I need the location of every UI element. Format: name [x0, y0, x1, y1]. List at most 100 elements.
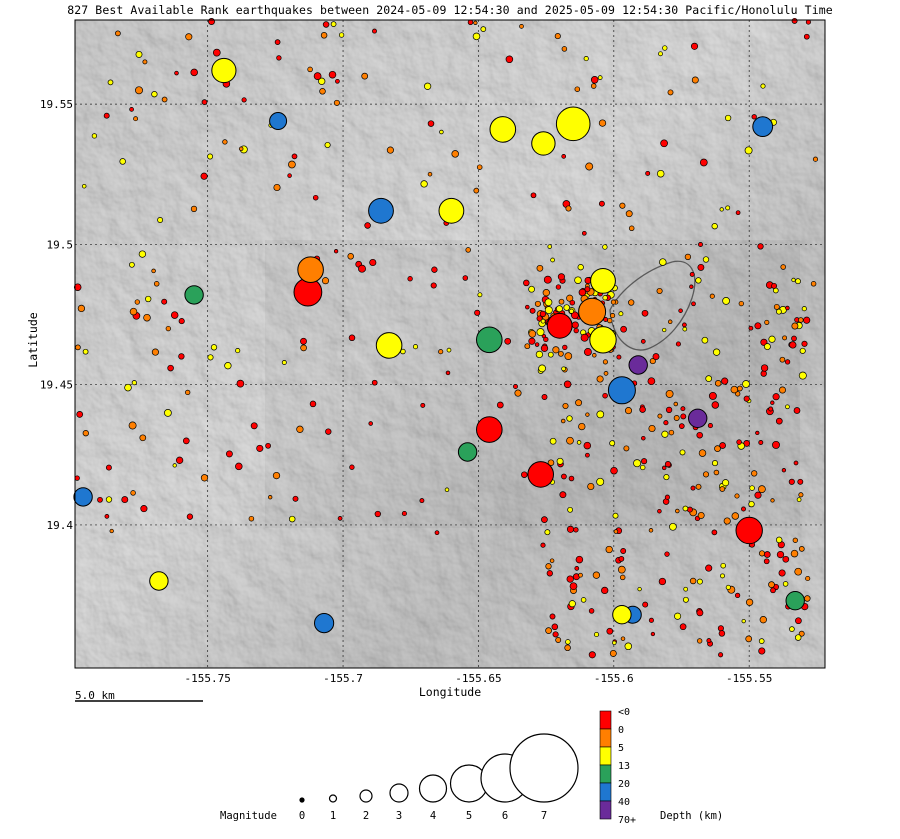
earthquake-dot	[300, 344, 307, 352]
earthquake-dot	[135, 86, 143, 95]
earthquake-dot	[658, 577, 667, 586]
earthquake-marker	[688, 408, 708, 428]
earthquake-dot	[585, 452, 590, 458]
earthquake-dot	[312, 194, 319, 201]
earthquake-dot	[659, 258, 667, 266]
earthquake-marker	[368, 197, 394, 224]
earthquake-dot	[605, 545, 613, 554]
earthquake-dot	[514, 389, 522, 397]
earthquake-dot	[689, 271, 695, 277]
earthquake-dot	[775, 417, 783, 425]
earthquake-dot	[620, 636, 626, 641]
earthquake-dot	[569, 299, 576, 306]
earthquake-dot	[798, 546, 805, 552]
earthquake-dot	[619, 574, 626, 581]
magnitude-legend-value: 3	[396, 810, 402, 822]
earthquake-dot	[647, 377, 656, 386]
magnitude-legend-circle	[509, 733, 579, 803]
earthquake-dot	[547, 351, 554, 358]
earthquake-dot	[536, 328, 545, 337]
earthquake-dot	[637, 586, 642, 592]
earthquake-dot	[129, 261, 135, 268]
earthquake-dot	[325, 428, 332, 435]
earthquake-dot	[640, 464, 646, 471]
earthquake-dot	[794, 567, 803, 576]
earthquake-dot	[669, 522, 677, 531]
earthquake-dot	[698, 449, 707, 457]
earthquake-dot	[768, 581, 775, 588]
earthquake-dot	[668, 429, 675, 436]
earthquake-dot	[561, 154, 567, 159]
earthquake-dot	[574, 566, 580, 571]
gridlines	[75, 20, 825, 668]
earthquake-dot	[797, 478, 804, 485]
earthquake-dot	[551, 623, 559, 631]
depth-legend-label: 70+	[618, 815, 636, 826]
earthquake-dot	[648, 424, 656, 433]
earthquake-dot	[711, 223, 718, 230]
earthquake-dot	[82, 348, 89, 355]
earthquake-dot	[618, 311, 624, 317]
earthquake-dot	[628, 299, 635, 306]
earthquake-dot	[738, 300, 744, 307]
earthquake-dot	[549, 558, 555, 563]
earthquake-marker	[375, 332, 403, 359]
earthquake-dot	[207, 153, 214, 160]
earthquake-dot	[361, 72, 369, 80]
earthquake-dot	[624, 642, 633, 651]
depth-color-swatch	[599, 782, 612, 802]
earthquake-dot	[793, 407, 801, 414]
earthquake-dot	[222, 139, 228, 145]
earthquake-dot	[665, 406, 673, 414]
earthquake-dot	[725, 205, 731, 211]
earthquake-dot	[778, 569, 786, 577]
earthquake-dot	[434, 530, 440, 536]
earthquake-dot	[748, 500, 755, 508]
earthquake-dot	[711, 460, 719, 467]
earthquake-dot	[540, 542, 546, 548]
earthquake-dot	[772, 440, 780, 449]
earthquake-dot	[596, 375, 604, 383]
earthquake-dot	[528, 337, 536, 345]
depth-legend: <0 0 5 13 20 40 70+ Depth (km)	[599, 707, 723, 826]
earthquake-dot	[645, 170, 651, 176]
earthquake-dot	[534, 342, 540, 347]
earthquake-dot	[602, 392, 608, 399]
depth-color-swatch	[599, 728, 612, 748]
earthquake-dot	[256, 444, 264, 452]
earthquake-dot	[371, 379, 378, 386]
earthquake-dot	[585, 162, 594, 171]
earthquake-dot	[544, 529, 551, 536]
earthquake-dot	[571, 321, 579, 329]
earthquake-dot	[535, 350, 544, 359]
earthquake-marker	[73, 487, 93, 507]
earthquake-dot	[268, 495, 273, 500]
earthquake-dot	[248, 515, 255, 522]
earthquake-dot	[745, 598, 754, 606]
earthquake-dot	[427, 171, 433, 177]
earthquake-dot	[789, 341, 797, 349]
earthquake-marker	[314, 613, 335, 634]
earthquake-dot	[695, 277, 702, 284]
earthquake-dot	[578, 422, 586, 431]
y-axis-label: Latitude	[26, 312, 40, 367]
magnitude-legend-value: 6	[502, 810, 508, 822]
earthquake-dot	[711, 401, 720, 409]
earthquake-dot	[103, 112, 110, 119]
earthquake-dot	[679, 449, 686, 456]
earthquake-dot	[776, 550, 785, 559]
earthquake-dot	[539, 310, 547, 318]
caldera-outline	[609, 260, 696, 351]
earthquake-dot	[528, 329, 537, 338]
earthquake-dot	[524, 343, 531, 350]
earthquake-dot	[558, 350, 564, 357]
x-axis-label: Longitude	[419, 685, 481, 699]
earthquake-dot	[549, 437, 557, 445]
earthquake-dot	[678, 423, 685, 429]
earthquake-dot	[369, 258, 377, 267]
earthquake-dot	[773, 303, 780, 310]
earthquake-dot	[309, 400, 317, 408]
earthquake-dot	[575, 399, 583, 407]
map-border	[74, 19, 826, 669]
earthquake-dot	[798, 630, 805, 637]
